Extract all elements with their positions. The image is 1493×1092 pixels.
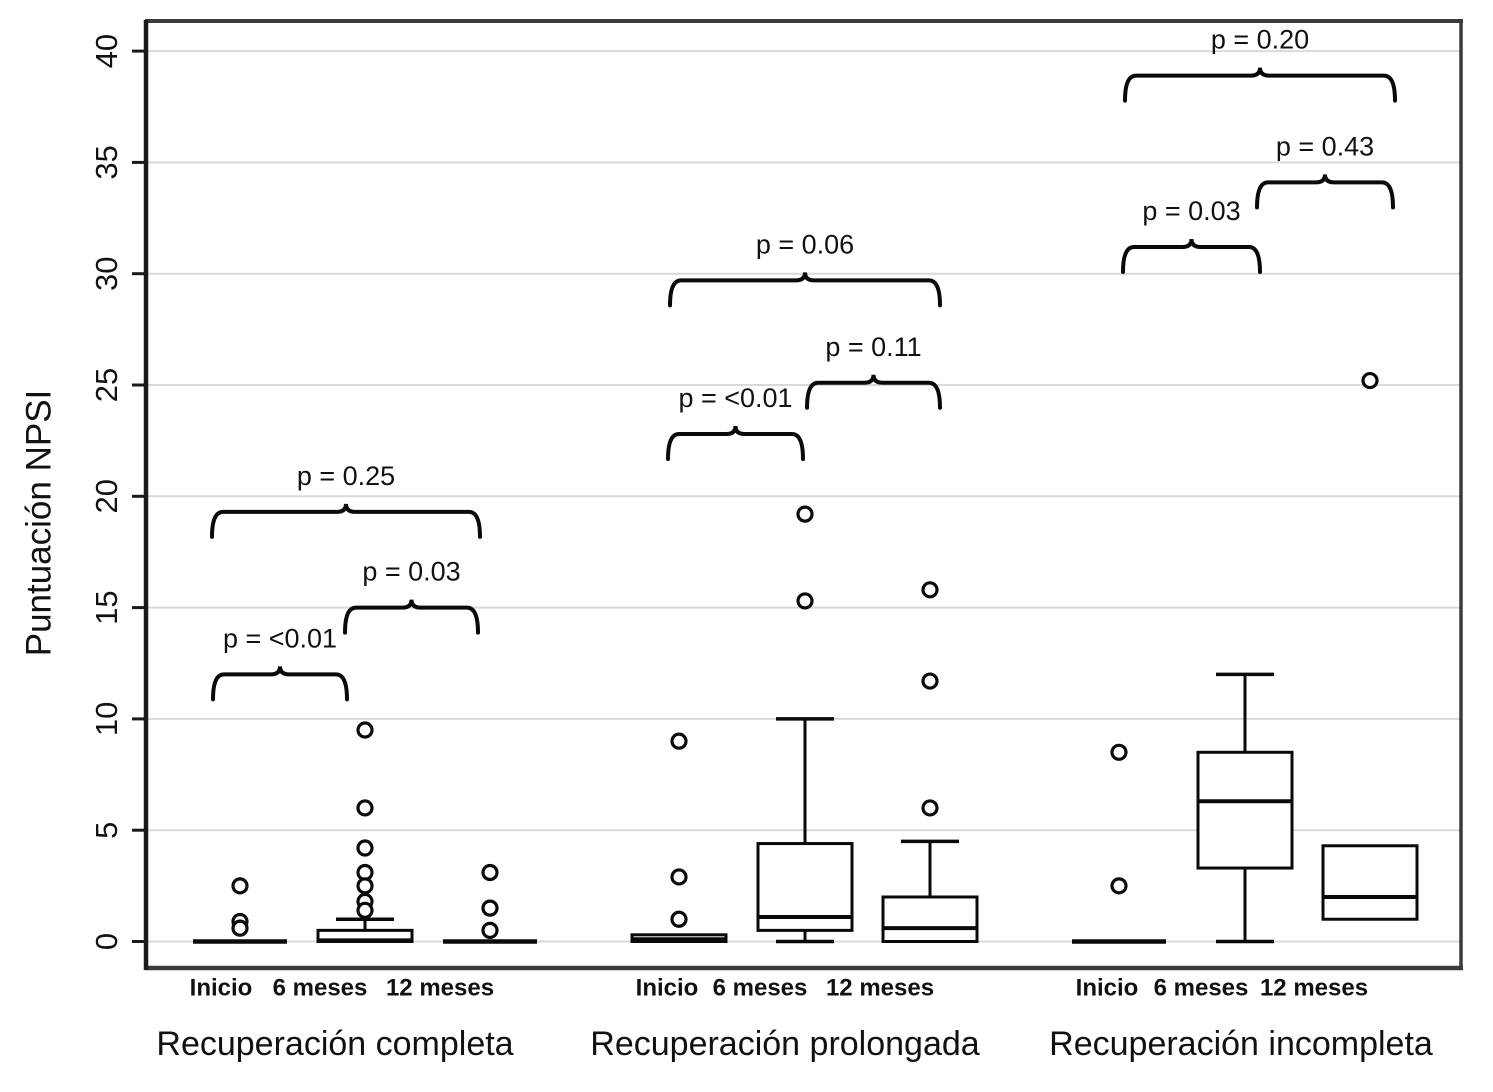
outlier-point (1361, 371, 1379, 390)
boxplot-inicio (1072, 743, 1166, 944)
group-label: Recuperación incompleta (1049, 1025, 1433, 1063)
boxplot-12-meses (443, 863, 537, 944)
outlier-point (921, 672, 939, 690)
outlier-point (921, 799, 939, 817)
boxplot-6-meses (756, 505, 854, 944)
comparisons-layer: p = <0.01 p = 0.03 p = 0.25 p = <0.01 p = 0.… (210, 25, 1397, 702)
y-tick-label: 5 (89, 822, 124, 839)
pvalue-label: p = 0.06 (756, 230, 854, 260)
boxplot-group (193, 721, 537, 944)
outlier-point (670, 868, 688, 886)
outlier-point (356, 877, 374, 895)
pvalue-bracket (210, 503, 482, 539)
x-tick-label: Inicio (1076, 974, 1139, 1001)
x-tick-label: 6 meses (273, 974, 368, 1001)
boxplot-inicio (193, 877, 287, 944)
iqr-box (1321, 844, 1419, 921)
pvalue-label: p = 0.11 (825, 332, 921, 362)
pvalue-label: p = 0.03 (1142, 196, 1240, 226)
y-tick-label: 20 (89, 479, 124, 513)
pvalue-bracket (211, 666, 349, 702)
outlier-point (231, 877, 249, 895)
pvalue-bracket (1123, 67, 1397, 103)
x-tick-label: 6 meses (1154, 974, 1249, 1001)
pvalue-label: p = <0.01 (678, 383, 792, 413)
y-axis-title: Puntuación NPSI (19, 390, 58, 657)
pvalue-bracket (1121, 238, 1262, 274)
pvalue-label: p = 0.43 (1276, 132, 1374, 162)
y-tick-label: 10 (89, 702, 124, 736)
outlier-point (670, 732, 688, 750)
pvalue-bracket (1255, 174, 1395, 210)
iqr-box (881, 895, 979, 943)
x-tick-label: 6 meses (713, 974, 808, 1001)
group-label: Recuperación completa (156, 1025, 513, 1063)
outlier-point (1110, 743, 1128, 761)
x-tick-label: Inicio (190, 974, 253, 1001)
y-axis-layer: 0 5 10 15 20 25 30 35 40 Puntuación NPSI (19, 34, 146, 950)
y-tick-label: 35 (89, 145, 124, 179)
outlier-point (356, 721, 374, 739)
iqr-box (1196, 750, 1294, 870)
outlier-point (231, 919, 249, 937)
pvalue-bracket (343, 599, 480, 635)
outlier-point (670, 910, 688, 928)
x-axis-layer: Inicio 6 meses 12 meses Recuperación comple… (156, 974, 1433, 1063)
x-tick-label: 12 meses (826, 974, 934, 1001)
pvalue-bracket (666, 425, 805, 461)
outlier-point (356, 799, 374, 817)
pvalue-label: p = 0.03 (362, 557, 460, 587)
pvalue-label: p = 0.25 (297, 461, 395, 491)
x-tick-label: Inicio (636, 974, 699, 1001)
boxplot-12-meses (1321, 371, 1419, 921)
outlier-point (356, 839, 374, 857)
y-tick-label: 40 (89, 34, 124, 68)
boxplot-6-meses (316, 721, 414, 943)
boxplots-layer (193, 371, 1419, 944)
outlier-point (796, 505, 814, 523)
outlier-point (796, 592, 814, 610)
outlier-point (481, 921, 499, 939)
pvalue-label: p = <0.01 (223, 624, 337, 654)
outlier-point (356, 901, 374, 919)
outlier-point (921, 581, 939, 599)
boxplot-group (1072, 371, 1419, 944)
group-label: Recuperación prolongada (590, 1025, 979, 1063)
outlier-point (1110, 877, 1128, 895)
outlier-point (481, 899, 499, 917)
y-tick-label: 0 (89, 933, 124, 950)
pvalue-bracket (805, 374, 942, 410)
y-tick-label: 25 (89, 368, 124, 402)
boxplot-group (630, 505, 979, 944)
y-tick-label: 30 (89, 256, 124, 290)
pvalue-label: p = 0.20 (1211, 25, 1309, 55)
x-tick-label: 12 meses (1260, 974, 1368, 1001)
boxplot-6-meses (1196, 672, 1294, 944)
boxplot-inicio (630, 732, 728, 944)
pvalue-bracket (668, 272, 942, 308)
y-tick-label: 15 (89, 590, 124, 624)
plot-frame-layer (143, 19, 1463, 971)
boxplot-12-meses (881, 581, 979, 943)
outlier-point (481, 863, 499, 882)
x-tick-label: 12 meses (386, 974, 494, 1001)
